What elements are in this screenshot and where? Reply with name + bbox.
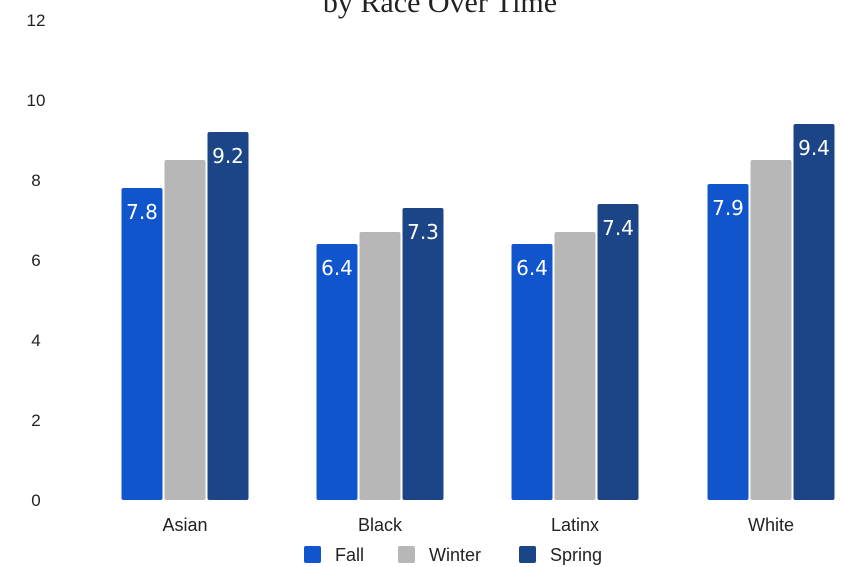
legend-label-spring: Spring	[550, 545, 602, 565]
bar-winter-black	[359, 232, 401, 500]
bar-fall-white	[707, 184, 749, 500]
chart-title: by Race Over Time	[323, 0, 557, 19]
bars: 7.8 9.2 6.4 7.3 6.4 7.4 7.9 9.4	[121, 124, 835, 500]
y-tick-label: 2	[31, 411, 40, 430]
data-label-fall-asian: 7.8	[126, 200, 158, 224]
data-label-spring-latinx: 7.4	[602, 216, 634, 240]
y-tick-label: 4	[31, 331, 40, 350]
data-label-fall-black: 6.4	[321, 256, 353, 280]
x-tick-label: White	[748, 515, 794, 535]
legend-label-fall: Fall	[335, 545, 364, 565]
y-tick-label: 6	[31, 251, 40, 270]
data-label-fall-latinx: 6.4	[516, 256, 548, 280]
data-label-spring-asian: 9.2	[212, 144, 244, 168]
bar-spring-asian	[207, 132, 249, 500]
bar-spring-black	[402, 208, 444, 500]
y-tick-label: 10	[27, 91, 46, 110]
bar-spring-white	[793, 124, 835, 500]
x-tick-label: Asian	[162, 515, 207, 535]
legend-swatch-fall	[304, 546, 321, 563]
data-label-spring-black: 7.3	[407, 220, 439, 244]
legend: Fall Winter Spring	[304, 545, 602, 565]
bar-fall-latinx	[511, 244, 553, 500]
y-tick-label: 12	[27, 11, 46, 30]
bar-fall-asian	[121, 188, 163, 500]
y-tick-label: 8	[31, 171, 40, 190]
bar-winter-white	[750, 160, 792, 500]
y-tick-label: 0	[31, 491, 40, 510]
x-tick-label: Latinx	[551, 515, 599, 535]
bar-winter-latinx	[554, 232, 596, 500]
bar-winter-asian	[164, 160, 206, 500]
bar-fall-black	[316, 244, 358, 500]
legend-swatch-winter	[398, 546, 415, 563]
legend-label-winter: Winter	[429, 545, 481, 565]
legend-swatch-spring	[519, 546, 536, 563]
data-label-spring-white: 9.4	[798, 136, 830, 160]
y-axis: 0 2 4 6 8 10 12	[27, 11, 46, 510]
x-tick-label: Black	[358, 515, 403, 535]
data-label-fall-white: 7.9	[712, 196, 744, 220]
bar-spring-latinx	[597, 204, 639, 500]
x-axis: Asian Black Latinx White	[162, 515, 794, 535]
